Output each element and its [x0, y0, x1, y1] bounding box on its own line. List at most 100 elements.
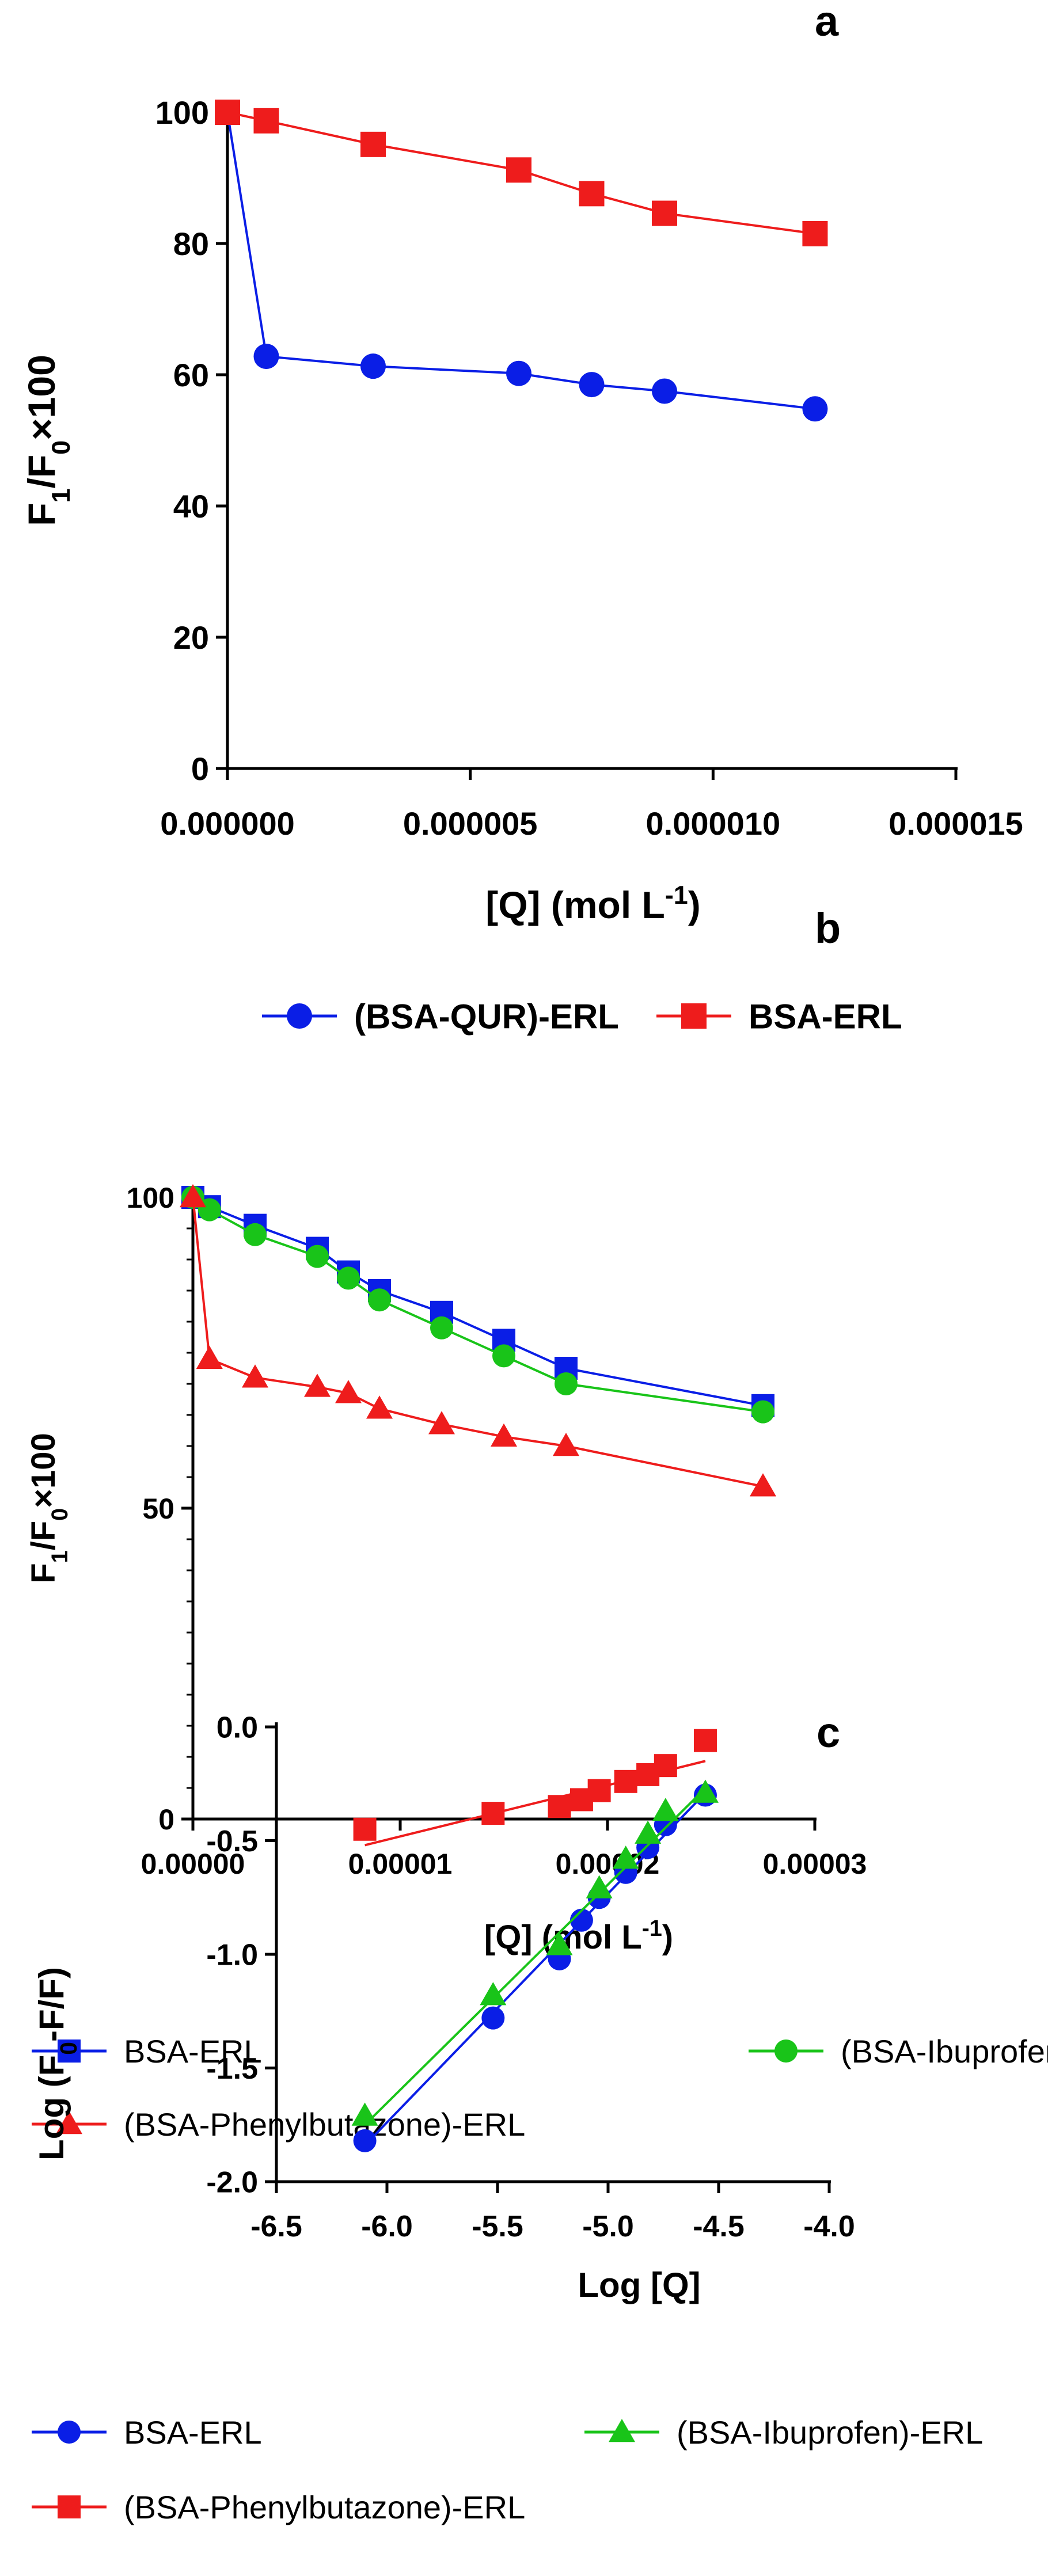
data-point [506, 157, 531, 183]
legend-label: (BSA-Phenylbutazone)-ERL [124, 2106, 525, 2143]
data-point [368, 1288, 391, 1312]
data-point [579, 181, 605, 207]
data-point [750, 1473, 776, 1497]
data-point [360, 131, 386, 157]
y-axis-label: Log (F0-F/F) [32, 1967, 82, 2160]
data-point [481, 1802, 505, 1825]
data-point [196, 1345, 223, 1369]
legend-marker [681, 1003, 707, 1029]
legend: BSA-ERL (BSA-Ibuprofen)-ERL (BSA-Phenylbut… [32, 2033, 1048, 2143]
legend-marker [58, 2495, 81, 2518]
legend-label: (BSA-QUR)-ERL [354, 998, 619, 1036]
x-tick-label: -6.0 [361, 2210, 413, 2243]
x-axis-label: [Q] (mol L-1) [485, 880, 701, 927]
legend-marker [58, 2421, 81, 2444]
data-point [652, 378, 677, 404]
data-point [579, 372, 605, 398]
legend-marker [287, 1003, 312, 1029]
panel-c: c [817, 1709, 840, 1756]
legend-label: BSA-ERL [124, 2414, 262, 2451]
data-point [353, 1817, 377, 1841]
y-tick-label: 0 [191, 751, 209, 787]
panel-c-label: c [817, 1709, 840, 1756]
y-tick-label: -2.0 [206, 2166, 258, 2200]
data-point [586, 1875, 613, 1898]
series-2 [180, 1184, 776, 1497]
y-tick-label: 40 [173, 488, 209, 524]
y-tick-label: 100 [155, 94, 209, 131]
series-line [192, 1197, 764, 1488]
y-tick-label: 20 [173, 619, 209, 656]
data-point [546, 1932, 573, 1955]
legend-marker [609, 2419, 635, 2442]
data-point [652, 200, 677, 226]
x-tick-label: -4.5 [693, 2210, 745, 2243]
x-tick-label: 0.000010 [646, 805, 781, 842]
data-point [244, 1223, 267, 1246]
series-line [192, 1196, 764, 1407]
panel-b-label: b [815, 904, 841, 952]
data-point [553, 1433, 579, 1456]
data-point [751, 1400, 774, 1424]
data-point [360, 353, 386, 379]
data-point [304, 1373, 331, 1397]
data-point [802, 220, 828, 246]
data-point [253, 108, 279, 134]
panel-a: a [815, 0, 839, 45]
data-point [481, 2006, 505, 2030]
y-tick-label: 50 [142, 1493, 174, 1525]
data-point [335, 1380, 362, 1403]
series-1 [351, 1779, 719, 2126]
series-line [192, 1196, 764, 1413]
y-tick-label: 60 [173, 357, 209, 393]
panel-b: b [815, 904, 841, 952]
data-point [587, 1779, 611, 1802]
data-point [353, 2129, 377, 2152]
legend: BSA-ERL (BSA-Ibuprofen)-ERL (BSA-Phenylbut… [32, 2414, 983, 2525]
data-point [253, 344, 279, 370]
data-point [802, 396, 828, 422]
chart-a: 0 20 40 60 80 100 0.000000 0.000005 0.000010 0.00… [20, 94, 1023, 1036]
legend-label: (BSA-Phenylbutazone)-ERL [124, 2489, 525, 2525]
data-point [180, 1184, 206, 1208]
x-tick-label: 0.000000 [160, 805, 295, 842]
fit-line [364, 1787, 707, 2126]
data-point [635, 1820, 662, 1844]
legend-marker [56, 2111, 82, 2134]
data-point [491, 1423, 517, 1447]
data-point [306, 1245, 329, 1268]
panel-a-label: a [815, 0, 839, 45]
series-0 [353, 1783, 717, 2152]
x-tick-label: 0.00003 [763, 1848, 867, 1880]
data-point [569, 1908, 593, 1932]
data-point [654, 1754, 677, 1778]
y-tick-label: -1.0 [206, 1939, 258, 1972]
x-tick-label: -5.5 [472, 2210, 523, 2243]
series-2 [353, 1729, 717, 1847]
data-point [480, 1982, 507, 2006]
series-1 [181, 1186, 774, 1424]
data-point [548, 1795, 571, 1818]
data-point [506, 360, 531, 386]
y-tick-label: 80 [173, 226, 209, 262]
x-tick-label: 0.000015 [888, 805, 1023, 842]
legend-label: (BSA-Ibuprofen)-ERL [677, 2414, 983, 2451]
x-axis-label: Log [Q] [578, 2266, 700, 2304]
y-tick-label: 100 [127, 1182, 174, 1214]
legend-label: BSA-ERL [749, 998, 902, 1036]
y-axis-label: F1/F0×100 [20, 355, 75, 526]
data-point [215, 100, 240, 125]
x-tick-label: -5.0 [582, 2210, 634, 2243]
y-tick-label: -0.5 [206, 1825, 258, 1858]
y-tick-label: 0.0 [217, 1711, 258, 1745]
legend: (BSA-QUR)-ERL BSA-ERL [262, 998, 902, 1036]
x-tick-label: 0.00001 [348, 1848, 453, 1880]
legend-label: (BSA-Ibuprofen)-ERL [841, 2033, 1048, 2069]
x-tick-label: 0.000005 [403, 805, 538, 842]
series-0 [215, 100, 828, 422]
data-point [555, 1372, 578, 1395]
data-point [492, 1344, 515, 1368]
series-0 [181, 1186, 774, 1417]
